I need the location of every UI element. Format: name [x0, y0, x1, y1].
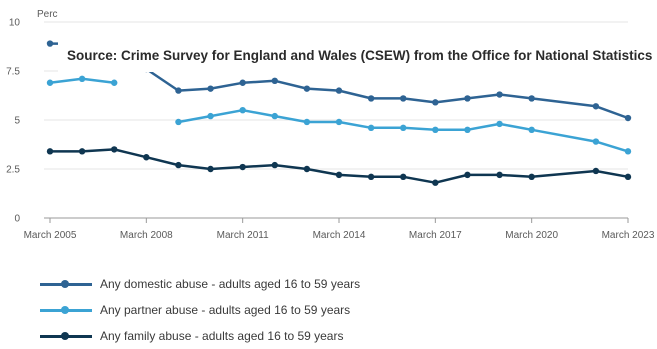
- data-point: [239, 107, 246, 114]
- data-point: [303, 85, 311, 92]
- data-point: [496, 171, 503, 179]
- data-point: [528, 173, 535, 181]
- legend-label: Any family abuse - adults aged 16 to 59 …: [100, 329, 344, 343]
- data-point: [432, 126, 439, 133]
- data-point: [432, 179, 439, 186]
- data-point: [400, 95, 407, 102]
- x-tick-label: March 2014: [313, 230, 366, 241]
- data-point: [528, 126, 535, 133]
- x-tick-label: March 2011: [217, 230, 270, 241]
- data-point: [335, 118, 343, 126]
- y-tick-label: 10: [9, 18, 21, 29]
- data-point: [624, 173, 632, 181]
- data-point: [624, 114, 632, 122]
- data-point: [175, 118, 182, 126]
- x-tick-label: March 2023: [602, 230, 655, 241]
- legend-item[interactable]: Any partner abuse - adults aged 16 to 59…: [40, 297, 360, 323]
- data-point: [46, 79, 54, 86]
- data-point: [496, 120, 503, 128]
- data-point: [175, 161, 182, 169]
- y-tick-label: 7.5: [6, 67, 20, 78]
- data-point: [207, 112, 214, 120]
- data-point: [271, 77, 278, 85]
- legend-swatch: [40, 277, 92, 291]
- data-point: [239, 163, 246, 171]
- data-point: [592, 167, 600, 175]
- legend-marker: [61, 332, 69, 340]
- legend: Any domestic abuse - adults aged 16 to 5…: [40, 271, 360, 349]
- data-point: [303, 165, 311, 173]
- legend-marker: [61, 306, 69, 314]
- y-tick-label: 5: [14, 116, 20, 127]
- source-box: [58, 38, 648, 72]
- data-point: [207, 165, 214, 173]
- data-point: [111, 79, 118, 86]
- x-axis-ticks: March 2005 March 2008 March 2011 March 2014…: [24, 218, 655, 241]
- data-point: [464, 171, 471, 179]
- data-point: [271, 161, 278, 169]
- data-point: [528, 95, 535, 102]
- data-point: [46, 148, 54, 155]
- x-tick-label: March 2017: [409, 230, 462, 241]
- data-point: [592, 138, 600, 145]
- series-line: [50, 148, 629, 184]
- data-point: [367, 124, 375, 132]
- data-point: [496, 91, 503, 98]
- legend-label: Any domestic abuse - adults aged 16 to 5…: [100, 277, 361, 291]
- data-point: [335, 171, 343, 179]
- legend-swatch: [40, 329, 92, 343]
- line-chart: 0 2.5 5 7.5 10 March 2005 March 2008 March 201…: [6, 9, 655, 241]
- data-point: [175, 87, 182, 94]
- data-point: [400, 124, 407, 132]
- data-point: [78, 75, 86, 83]
- data-point: [367, 173, 375, 181]
- data-point: [78, 148, 86, 155]
- data-point: [46, 40, 54, 47]
- data-point: [111, 146, 118, 153]
- y-axis-ticks: 0 2.5 5 7.5 10: [6, 18, 20, 225]
- data-point: [592, 103, 600, 110]
- legend-marker: [61, 280, 69, 288]
- y-tick-label: 2.5: [6, 165, 20, 176]
- data-point: [432, 99, 439, 106]
- data-point: [400, 173, 407, 181]
- data-point: [464, 95, 471, 102]
- y-axis-label: Perc: [37, 9, 58, 20]
- x-tick-label: March 2008: [120, 230, 173, 241]
- legend-item[interactable]: Any domestic abuse - adults aged 16 to 5…: [40, 271, 360, 297]
- x-tick-label: March 2020: [505, 230, 558, 241]
- legend-swatch: [40, 303, 92, 317]
- data-point: [335, 87, 343, 94]
- x-tick-label: March 2005: [24, 230, 77, 241]
- legend-item[interactable]: Any family abuse - adults aged 16 to 59 …: [40, 323, 360, 349]
- data-point: [464, 126, 471, 133]
- data-point: [367, 95, 375, 102]
- data-point: [624, 148, 632, 155]
- y-tick-label: 0: [14, 214, 20, 225]
- legend-label: Any partner abuse - adults aged 16 to 59…: [100, 303, 351, 317]
- data-point: [143, 154, 150, 161]
- data-point: [207, 85, 214, 92]
- data-point: [239, 79, 246, 86]
- source-note: Source: Crime Survey for England and Wal…: [67, 48, 652, 63]
- data-point: [271, 112, 278, 120]
- data-point: [303, 118, 311, 126]
